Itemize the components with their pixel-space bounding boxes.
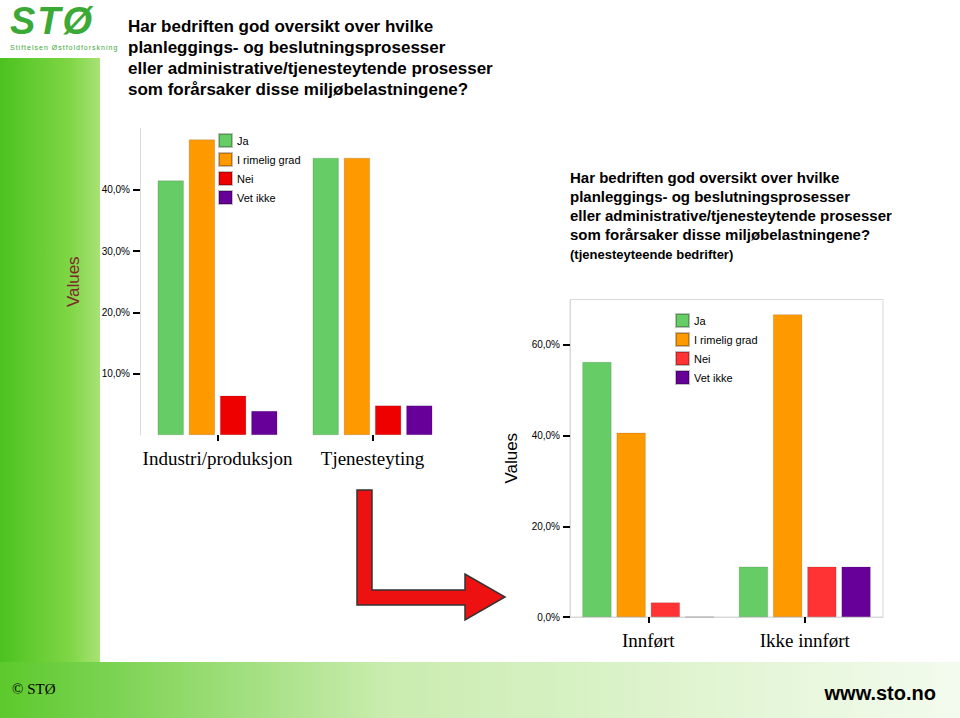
svg-text:Vet ikke: Vet ikke bbox=[237, 192, 276, 204]
svg-text:Har bedriften god oversikt ove: Har bedriften god oversikt over hvilke bbox=[128, 17, 433, 36]
svg-text:60,0%: 60,0% bbox=[532, 339, 560, 350]
svg-text:Nei: Nei bbox=[237, 173, 254, 185]
svg-text:planleggings- og beslutningspr: planleggings- og beslutningsprosesser bbox=[128, 38, 446, 57]
svg-text:I rimelig grad: I rimelig grad bbox=[237, 154, 301, 166]
html-text:© STØ: © STØ bbox=[12, 681, 56, 697]
svg-text:eller administrative/tjenestey: eller administrative/tjenesteytende pros… bbox=[128, 59, 493, 78]
svg-text:30,0%: 30,0% bbox=[102, 246, 130, 257]
svg-text:Har bedriften god oversikt ove: Har bedriften god oversikt over hvilke bbox=[570, 169, 839, 186]
svg-text:Innført: Innført bbox=[622, 630, 675, 651]
svg-text:Vet ikke: Vet ikke bbox=[694, 372, 733, 384]
svg-text:Ja: Ja bbox=[694, 315, 707, 327]
svg-text:Ja: Ja bbox=[237, 135, 250, 147]
svg-text:Tjenesteyting: Tjenesteyting bbox=[321, 448, 425, 469]
svg-text:Values: Values bbox=[502, 433, 521, 484]
svg-text:Ikke innført: Ikke innført bbox=[760, 630, 851, 651]
svg-text:Values: Values bbox=[64, 256, 83, 307]
svg-text:40,0%: 40,0% bbox=[102, 184, 130, 195]
svg-text:som forårsaker disse miljøbela: som forårsaker disse miljøbelastningene? bbox=[128, 80, 468, 99]
svg-text:(tjenesteyteende bedrifter): (tjenesteyteende bedrifter) bbox=[570, 247, 733, 262]
svg-text:planleggings- og beslutningspr: planleggings- og beslutningsprosesser bbox=[570, 188, 850, 205]
svg-text:Nei: Nei bbox=[694, 353, 711, 365]
html-text:Stiftelsen Østfoldforskning: Stiftelsen Østfoldforskning bbox=[10, 44, 119, 51]
svg-text:10,0%: 10,0% bbox=[102, 368, 130, 379]
svg-text:20,0%: 20,0% bbox=[102, 307, 130, 318]
svg-text:0,0%: 0,0% bbox=[537, 612, 560, 623]
html-text:www.sto.no: www.sto.no bbox=[824, 682, 936, 704]
svg-text:Industri/produksjon: Industri/produksjon bbox=[143, 448, 293, 469]
svg-text:som forårsaker disse miljøbela: som forårsaker disse miljøbelastningene? bbox=[570, 226, 870, 243]
svg-text:I rimelig grad: I rimelig grad bbox=[694, 334, 758, 346]
svg-text:eller administrative/tjenestey: eller administrative/tjenesteytende pros… bbox=[570, 207, 892, 224]
svg-text:20,0%: 20,0% bbox=[532, 521, 560, 532]
svg-text:40,0%: 40,0% bbox=[532, 430, 560, 441]
html-text:STØ: STØ bbox=[10, 0, 95, 42]
